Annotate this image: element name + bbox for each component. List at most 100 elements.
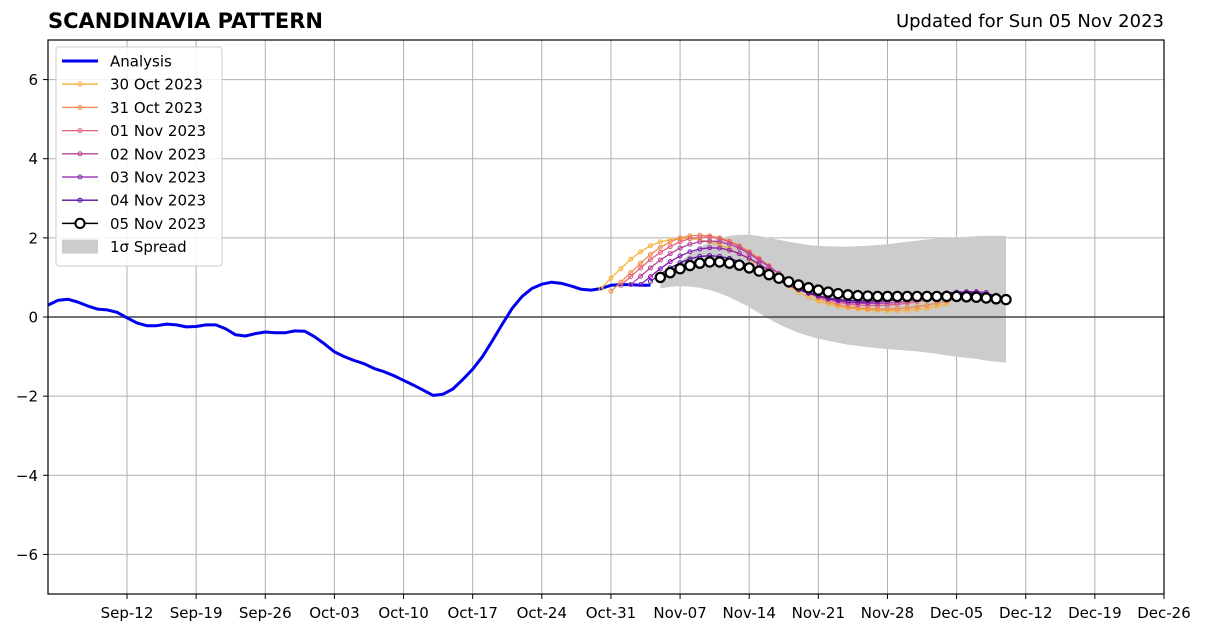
legend-label: Analysis: [110, 53, 172, 71]
legend-label: 04 Nov 2023: [110, 192, 206, 210]
data-point: [726, 241, 732, 247]
data-point: [723, 257, 736, 269]
data-point: [792, 279, 805, 291]
legend-label: 01 Nov 2023: [110, 122, 206, 140]
y-tick-label: 6: [28, 71, 38, 89]
data-point: [638, 260, 644, 266]
data-point: [687, 249, 693, 255]
data-point: [1000, 293, 1012, 306]
data-point: [921, 290, 933, 303]
data-point: [687, 236, 693, 242]
data-point: [901, 290, 913, 303]
data-point: [713, 256, 726, 268]
data-point: [697, 246, 703, 252]
y-tick-label: −6: [16, 546, 38, 564]
data-point: [881, 290, 894, 303]
data-point: [717, 245, 723, 251]
data-point: [832, 287, 844, 300]
y-axis: 6 4 2 0 −2 −4 −6: [16, 71, 48, 564]
data-point: [657, 249, 663, 255]
data-point: [674, 263, 686, 275]
legend-marker: [77, 81, 83, 87]
data-point: [667, 239, 673, 245]
data-point: [960, 291, 973, 303]
data-point: [941, 290, 953, 303]
data-point: [628, 282, 634, 288]
data-point: [703, 256, 716, 268]
data-point: [657, 257, 663, 263]
data-point: [638, 273, 644, 279]
x-tick-label: Sep-19: [170, 604, 223, 622]
legend-entry: 05 Nov 2023: [62, 215, 206, 233]
legend-entry: 1σ Spread: [62, 238, 187, 256]
y-tick-label: 4: [28, 150, 38, 168]
data-point: [608, 288, 614, 294]
legend-entry: 30 Oct 2023: [62, 76, 203, 94]
x-tick-label: Nov-21: [792, 604, 845, 622]
legend-label: 02 Nov 2023: [110, 145, 206, 163]
data-point: [628, 256, 634, 262]
data-point: [865, 306, 871, 312]
data-point: [677, 253, 683, 259]
data-point: [891, 290, 904, 303]
data-point: [950, 290, 963, 303]
data-point: [746, 251, 752, 257]
data-point: [657, 266, 663, 272]
chart-subtitle: Updated for Sun 05 Nov 2023: [895, 11, 1164, 32]
data-point: [654, 271, 667, 284]
data-point: [694, 257, 706, 269]
data-point: [598, 286, 604, 292]
x-tick-label: Dec-19: [1068, 604, 1122, 622]
legend-marker: [77, 104, 83, 110]
data-point: [842, 289, 854, 301]
data-point: [914, 306, 920, 312]
legend-marker: [74, 217, 86, 229]
data-point: [822, 286, 834, 298]
data-point: [667, 251, 673, 257]
y-tick-label: −2: [16, 388, 38, 406]
data-point: [970, 291, 983, 303]
data-point: [628, 274, 634, 280]
data-point: [852, 289, 864, 302]
series-analysis: [47, 280, 651, 397]
data-point: [647, 278, 653, 284]
data-point: [647, 265, 653, 271]
x-tick-label: Oct-10: [378, 604, 428, 622]
legend-entry: 03 Nov 2023: [62, 169, 206, 187]
y-tick-label: −4: [16, 467, 38, 485]
data-point: [618, 282, 624, 288]
chart-title: SCANDINAVIA PATTERN: [48, 9, 323, 33]
data-point: [736, 251, 742, 257]
data-point: [862, 290, 874, 302]
data-point: [647, 243, 653, 249]
data-point: [684, 259, 696, 272]
data-point: [736, 245, 742, 251]
x-tick-label: Oct-31: [586, 604, 636, 622]
data-point: [647, 251, 653, 257]
legend-box: [55, 46, 223, 267]
data-point: [657, 244, 663, 250]
data-point: [638, 282, 644, 288]
legend-label: 31 Oct 2023: [110, 99, 203, 117]
x-tick-label: Oct-17: [447, 604, 497, 622]
y-tick-label: 0: [28, 309, 38, 327]
legend-label: 03 Nov 2023: [110, 169, 206, 187]
data-point: [647, 274, 653, 280]
data-point: [753, 265, 765, 277]
data-point: [931, 290, 943, 303]
data-point: [733, 259, 746, 271]
data-point: [773, 272, 785, 284]
x-tick-label: Dec-05: [930, 604, 984, 622]
x-tick-label: Oct-24: [517, 604, 567, 622]
data-point: [638, 249, 644, 255]
legend-marker: [77, 174, 83, 180]
data-point: [687, 233, 693, 239]
data-point: [924, 305, 930, 311]
data-point: [664, 266, 676, 279]
data-point: [904, 305, 910, 311]
data-point: [618, 266, 624, 272]
x-tick-label: Oct-03: [309, 604, 359, 622]
x-tick-label: Sep-26: [239, 604, 292, 622]
legend-entry: 31 Oct 2023: [62, 99, 203, 117]
data-point: [746, 255, 752, 261]
